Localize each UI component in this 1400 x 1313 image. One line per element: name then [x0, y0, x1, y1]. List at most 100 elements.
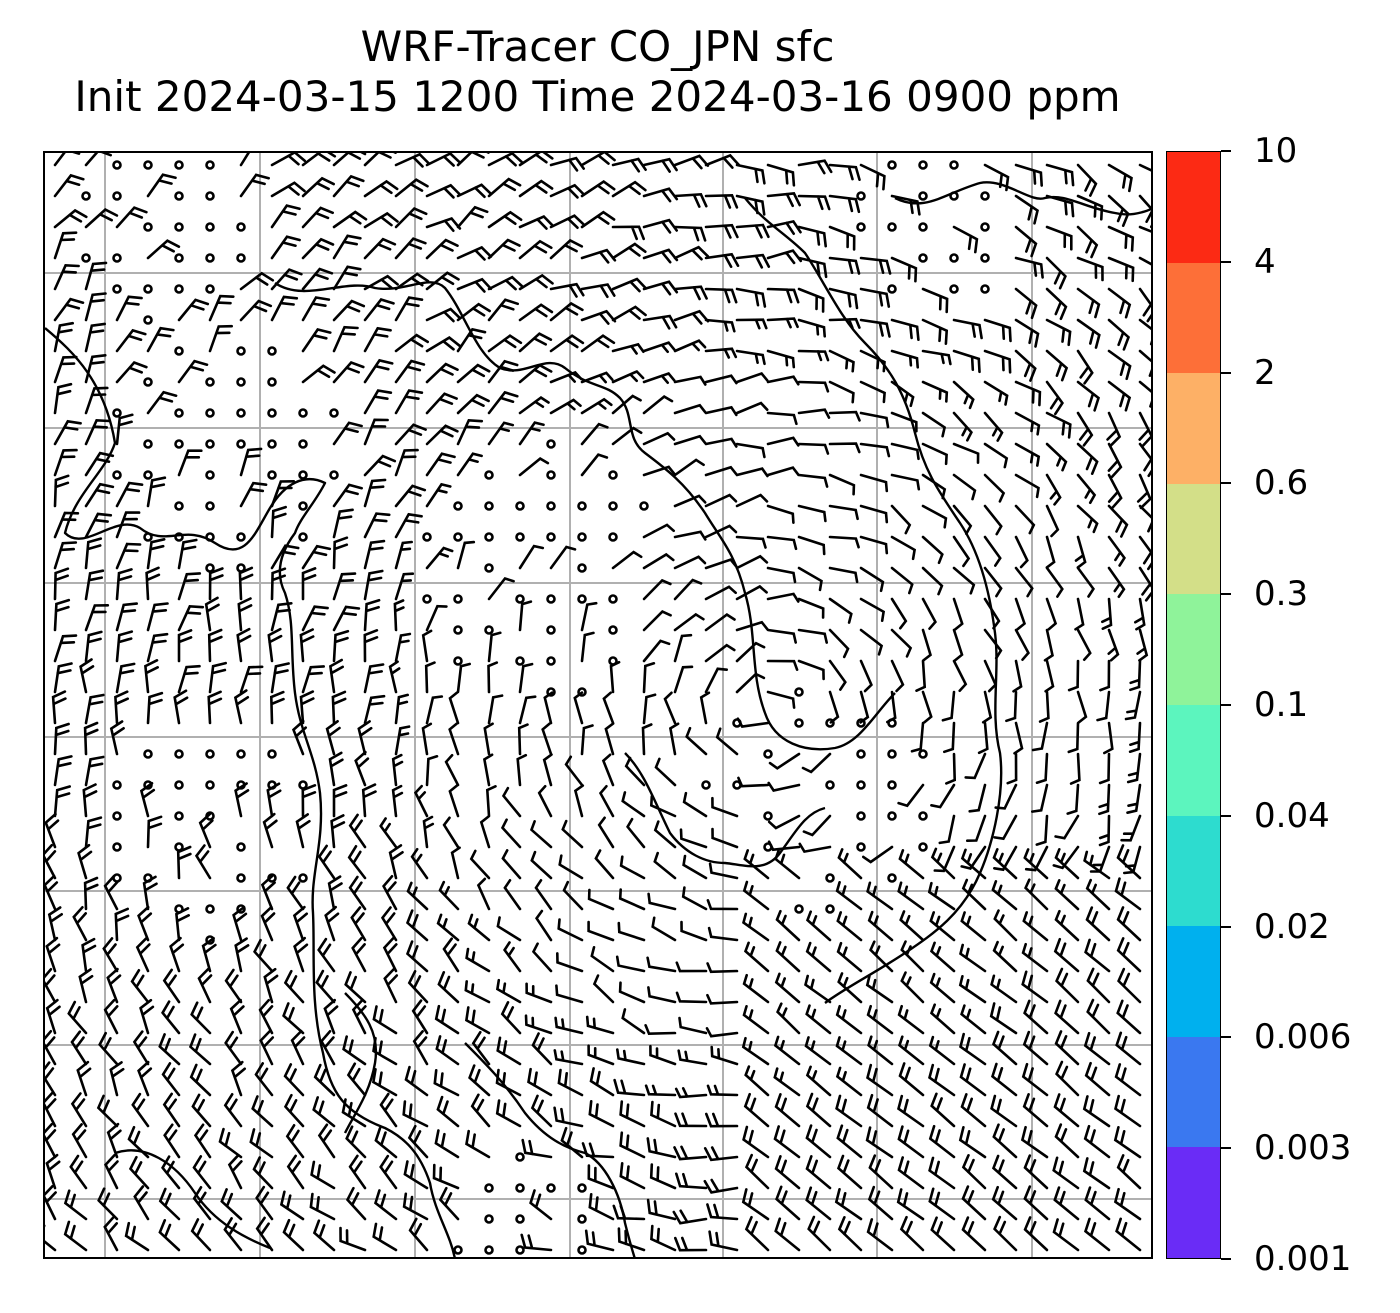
wind-barb [992, 940, 1018, 973]
wind-barb [735, 535, 767, 549]
wind-barb [766, 287, 800, 304]
wind-barb [707, 926, 739, 942]
wind-barb [828, 597, 853, 624]
wind-barb [456, 245, 493, 261]
wind-barb [589, 1067, 615, 1097]
wind-barb [642, 314, 678, 330]
wind-barb [681, 886, 708, 911]
calm-wind-marker [856, 222, 866, 232]
wind-barb [890, 659, 905, 693]
wind-barb [836, 941, 863, 973]
wind-barb [859, 256, 892, 275]
calm-wind-marker [577, 501, 587, 511]
calm-wind-marker [205, 222, 215, 232]
wind-barb [867, 1035, 894, 1066]
wind-barb [394, 725, 411, 756]
wind-barb [805, 1124, 832, 1159]
wind-barb [146, 390, 178, 415]
wind-barb [1045, 349, 1069, 382]
calm-wind-marker [918, 811, 928, 821]
calm-wind-marker [577, 1183, 587, 1193]
wind-barb [464, 1006, 491, 1035]
wind-barb [51, 690, 67, 725]
wind-barb [1045, 163, 1075, 187]
wind-barb [63, 1189, 88, 1221]
wind-barb [797, 225, 827, 248]
wind-barb [993, 909, 1018, 942]
wind-barb [1045, 380, 1064, 416]
wind-barb [282, 1218, 305, 1252]
wind-barb [53, 662, 73, 694]
wind-barb [704, 493, 738, 508]
calm-wind-marker [422, 594, 432, 604]
wind-barb [84, 604, 110, 632]
wind-barb [983, 628, 1003, 660]
wind-barb [644, 1024, 677, 1036]
wind-barb [859, 628, 884, 656]
wind-barb [53, 598, 71, 632]
wind-barb [742, 1005, 770, 1035]
wind-barb [1014, 349, 1037, 382]
wind-barb [1023, 999, 1049, 1035]
wind-barb [735, 672, 766, 694]
wind-barb [518, 421, 545, 446]
wind-barb [142, 875, 158, 911]
wind-barb [229, 998, 245, 1035]
wind-barb [332, 605, 361, 632]
wind-barb [1116, 999, 1142, 1035]
wind-barb [301, 296, 331, 322]
wind-barb [115, 602, 138, 632]
wind-barb [615, 955, 646, 973]
wind-barb [983, 597, 1001, 630]
wind-barb [313, 1063, 336, 1097]
calm-wind-marker [236, 749, 246, 759]
wind-barb [952, 442, 980, 464]
calm-wind-marker [236, 377, 246, 387]
wind-barb [517, 723, 529, 756]
wind-barb [611, 157, 647, 173]
wind-barb [557, 918, 584, 942]
wind-barb [675, 961, 708, 973]
wind-barb [115, 662, 136, 694]
wind-barb [735, 641, 766, 663]
wind-barb [735, 223, 770, 239]
wind-barb [835, 1036, 863, 1066]
wind-barb [425, 604, 448, 632]
wind-barb [927, 881, 956, 911]
wind-barb [766, 466, 800, 477]
wind-barb [644, 1084, 677, 1097]
wind-barb [828, 442, 861, 454]
wind-barb [531, 1032, 553, 1066]
wind-barb [1045, 473, 1062, 506]
colorbar-segment [1167, 1147, 1220, 1258]
wind-barb [735, 401, 769, 415]
wind-barb [952, 597, 964, 631]
wind-barb [1054, 1123, 1080, 1159]
wind-barb [208, 661, 227, 694]
colorbar-tick-label: 4 [1254, 241, 1276, 282]
wind-barb [394, 423, 427, 446]
calm-wind-marker [825, 718, 835, 728]
wind-barb [234, 782, 250, 818]
wind-barb [859, 163, 886, 191]
wind-barb [910, 721, 925, 753]
wind-barb [518, 179, 554, 198]
wind-barb [766, 375, 800, 386]
wind-barb [1115, 1217, 1142, 1252]
calm-wind-marker [546, 687, 556, 697]
wind-barb [604, 722, 615, 756]
wind-barb [115, 360, 148, 384]
calm-wind-marker [918, 160, 928, 170]
wind-barb [673, 612, 705, 632]
calm-wind-marker [236, 532, 246, 542]
wind-barb [646, 1198, 677, 1221]
wind-barb [382, 875, 398, 911]
wind-barb [394, 153, 431, 168]
wind-barb [301, 784, 317, 818]
calm-wind-marker [887, 284, 897, 294]
wind-barb [673, 375, 707, 386]
wind-barb [1022, 911, 1049, 942]
wind-barb [269, 690, 285, 725]
wind-barb [1014, 566, 1034, 598]
wind-barb [704, 223, 739, 239]
